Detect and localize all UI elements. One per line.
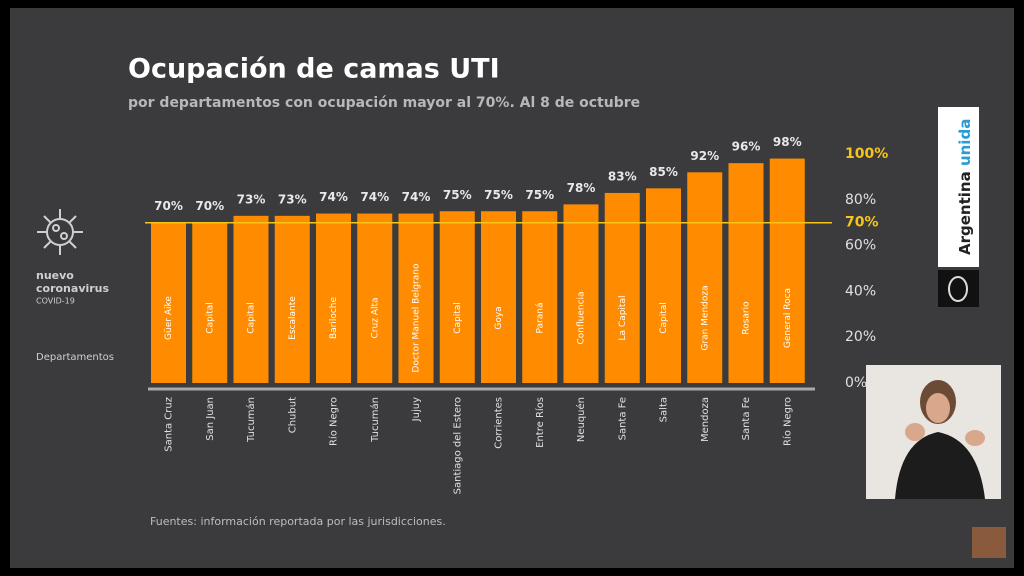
x-tick-label: Río Negro xyxy=(781,397,793,446)
bar xyxy=(769,158,805,383)
y-tick-label: 100% xyxy=(845,146,888,162)
bar-category-label: Paraná xyxy=(535,303,545,334)
x-tick-label: Santa Fe xyxy=(741,397,752,440)
value-label: 74% xyxy=(402,190,431,204)
x-tick-label: Santa Cruz xyxy=(164,397,175,452)
x-tick-label: Chubut xyxy=(287,397,298,433)
bar xyxy=(316,213,351,383)
value-label: 70% xyxy=(154,199,183,213)
bar-category-label: General Roca xyxy=(783,288,793,348)
x-tick-label: San Juan xyxy=(205,397,216,441)
bar xyxy=(522,211,558,383)
value-label: 85% xyxy=(649,165,678,179)
value-label: 78% xyxy=(567,181,596,195)
value-label: 75% xyxy=(484,188,513,202)
x-tick-label: Santiago del Estero xyxy=(452,397,463,494)
value-label: 75% xyxy=(443,188,472,202)
source: Fuentes: información reportada por las j… xyxy=(150,515,446,528)
brand-text: nuevo xyxy=(36,269,74,282)
logo-word: Argentina xyxy=(956,171,974,255)
y-tick-label: 0% xyxy=(845,375,867,391)
bar-category-label: Gran Mendoza xyxy=(700,285,710,350)
logo-box xyxy=(938,107,979,267)
value-label: 74% xyxy=(319,190,348,204)
bar xyxy=(687,172,723,383)
bar-category-label: Cruz Alta xyxy=(370,298,380,339)
x-tick-label: Entre Ríos xyxy=(534,397,546,448)
bar-category-label: Güer Aike xyxy=(164,296,174,340)
value-label: 74% xyxy=(360,190,389,204)
bar xyxy=(481,211,516,383)
x-tick-label: Tucumán xyxy=(245,397,257,443)
x-tick-label: Santa Fe xyxy=(617,397,628,440)
emblem xyxy=(948,276,968,302)
bar-category-label: Capital xyxy=(205,302,215,334)
bar xyxy=(233,215,269,383)
value-label: 92% xyxy=(690,149,719,163)
y-tick-label: 20% xyxy=(845,329,876,345)
bar-category-label: Rosario xyxy=(742,301,752,335)
virus-icon xyxy=(37,209,83,255)
bar xyxy=(357,213,393,383)
y-tick-label: 80% xyxy=(845,192,876,208)
axis-label: Departamentos xyxy=(36,352,114,363)
bar xyxy=(439,211,475,383)
value-label: 96% xyxy=(732,140,761,154)
y-tick-label: 70% xyxy=(845,215,879,231)
x-tick-label: Río Negro xyxy=(328,397,340,446)
bar-category-label: Capital xyxy=(659,302,669,334)
bar xyxy=(398,213,434,383)
x-tick-label: Salta xyxy=(659,397,670,422)
bar-category-label: Confluencia xyxy=(577,291,587,344)
y-tick-label: 40% xyxy=(845,283,876,299)
interpreter-video xyxy=(866,365,1001,499)
bar xyxy=(728,163,764,383)
logo: Argentina unida xyxy=(938,107,979,307)
value-label: 98% xyxy=(773,135,802,149)
bar-category-label: Goya xyxy=(494,306,504,329)
x-tick-label: Mendoza xyxy=(700,397,711,442)
value-label: 75% xyxy=(525,188,554,202)
logo-text: Argentina unida xyxy=(956,119,974,255)
value-label: 73% xyxy=(278,192,307,206)
bar xyxy=(151,222,186,383)
bar-category-label: Bariloche xyxy=(329,296,339,339)
bar-category-label: Capital xyxy=(453,302,463,334)
bar-category-label: La Capital xyxy=(618,296,628,341)
value-label: 73% xyxy=(237,192,266,206)
bar xyxy=(563,204,599,383)
x-tick-label: Corrientes xyxy=(494,397,505,449)
x-tick-label: Tucumán xyxy=(369,397,381,443)
chart-subtitle: por departamentos con ocupación mayor al… xyxy=(128,95,640,111)
x-tick-label: Jujuy xyxy=(411,397,422,422)
x-tick-label: Neuquén xyxy=(575,397,587,442)
bar xyxy=(604,192,640,383)
brand-text: coronavirus xyxy=(36,282,110,295)
bar xyxy=(192,222,228,383)
y-tick-label: 60% xyxy=(845,238,876,254)
value-label: 70% xyxy=(195,199,224,213)
bar-category-label: Escalante xyxy=(288,296,298,340)
corner-image xyxy=(972,527,1006,558)
bar-category-label: Doctor Manuel Belgrano xyxy=(412,263,422,372)
chart-title: Ocupación de camas UTI xyxy=(128,54,500,85)
bar xyxy=(274,215,310,383)
bar-category-label: Capital xyxy=(247,302,257,334)
logo-word: unida xyxy=(956,119,974,166)
value-label: 83% xyxy=(608,169,637,183)
bar xyxy=(646,188,681,383)
brand-text: COVID-19 xyxy=(36,297,75,306)
